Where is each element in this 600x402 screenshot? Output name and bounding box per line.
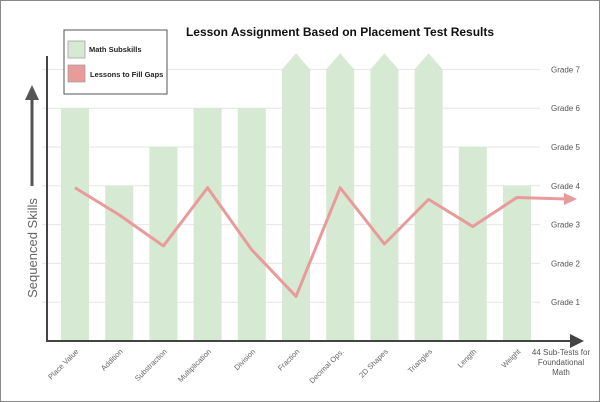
x-tick-label: Division [232,347,257,372]
x-tick-label: Addition [99,347,125,373]
bar [237,108,266,341]
lessons-line-arrowhead [564,192,577,205]
lessons-line [74,186,567,298]
bar [61,108,89,341]
y-tick-label: Grade 5 [551,143,580,152]
y-tick-labels: Grade 1 Grade 2 Grade 3 Grade 4 Grade 5 Grade… [551,65,580,307]
x-tick-labels: Place Value Addition Substraction Multiplic… [46,346,523,385]
x-tick-label: 2D Shapes [357,347,390,380]
x-tick-label: Place Value [46,347,80,381]
chart-title: Lesson Assignment Based on Placement Tes… [186,25,494,39]
bar [193,108,222,341]
legend: Math Subskills Lessons to Fill Gaps [63,29,168,95]
x-tick-label: Length [456,347,479,370]
legend-swatch-lessons [67,64,86,83]
x-axis-label-line: Math [552,368,570,377]
y-label-arrowhead [25,85,39,100]
x-tick-label: Fraction [276,347,302,373]
x-tick-label: Triangles [406,347,434,375]
x-axis-arrowhead [570,334,584,348]
bar [105,185,134,341]
y-tick-label: Grade 4 [551,182,580,191]
y-tick-label: Grade 1 [551,298,580,307]
bar [458,147,487,341]
x-tick-label: Weight [500,346,523,369]
bar [326,53,355,342]
legend-label-math-subskills: Math Subskills [89,45,142,54]
legend-label-lessons: Lessons to Fill Gaps [90,70,163,79]
y-tick-label: Grade 6 [551,104,580,113]
bar [414,53,443,342]
y-axis-label: Sequenced Skills [25,198,40,298]
bar [503,185,531,341]
y-tick-label: Grade 3 [551,221,580,230]
legend-swatch-math-subskills [67,40,86,59]
x-tick-label: Multiplication [176,347,213,384]
bars [61,53,531,342]
bar [370,53,399,342]
x-tick-label: Decimal Ops. [307,347,345,385]
x-axis-label-line: Foundational [538,358,584,367]
bar [282,53,310,342]
y-tick-label: Grade 2 [551,259,580,268]
x-tick-label: Substraction [133,347,169,383]
y-tick-label: Grade 7 [551,65,580,74]
x-axis-label-line: 44 Sub-Tests for [532,348,591,357]
